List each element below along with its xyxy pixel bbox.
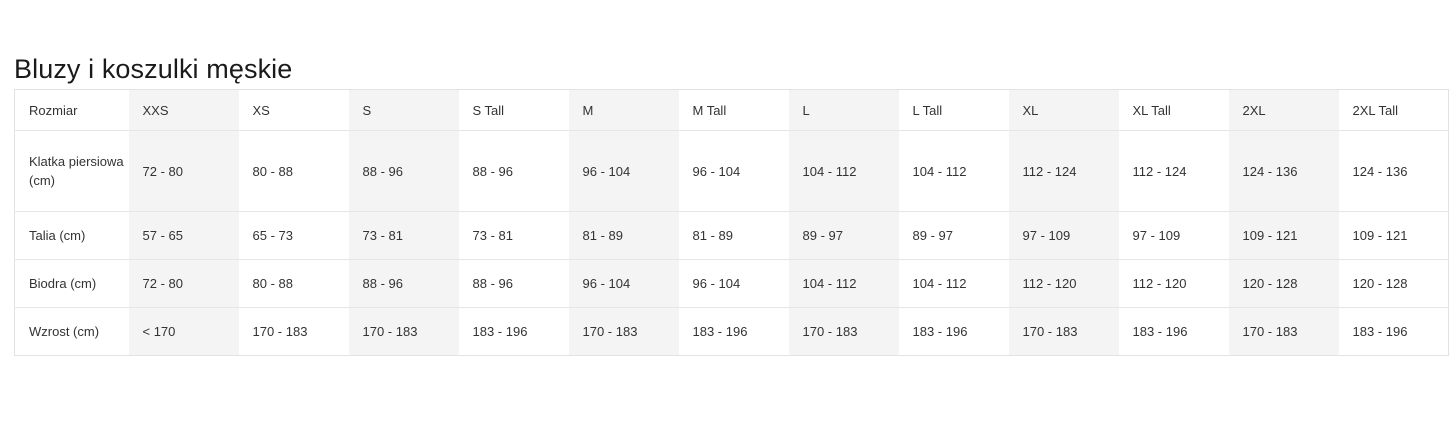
measurement-cell: 81 - 89 (568, 211, 679, 260)
measurement-cell: 170 - 183 (1008, 307, 1119, 356)
table-body: Klatka piersiowa (cm) 72 - 80 80 - 88 88 - … (14, 130, 1449, 356)
measurement-cell: 96 - 104 (568, 259, 679, 308)
measurement-cell: 57 - 65 (128, 211, 239, 260)
measurement-cell: 183 - 196 (678, 307, 789, 356)
measurement-cell: 88 - 96 (458, 259, 569, 308)
measurement-cell: 80 - 88 (238, 259, 349, 308)
measurement-cell: 89 - 97 (898, 211, 1009, 260)
measurement-cell: 104 - 112 (788, 130, 899, 212)
measurement-cell: 124 - 136 (1228, 130, 1339, 212)
column-header-size: XL Tall (1118, 89, 1229, 131)
measurement-cell: 88 - 96 (348, 130, 459, 212)
row-header-label: Biodra (cm) (14, 259, 129, 308)
measurement-cell: 89 - 97 (788, 211, 899, 260)
column-header-size: L Tall (898, 89, 1009, 131)
column-header-size: XL (1008, 89, 1119, 131)
measurement-cell: 88 - 96 (458, 130, 569, 212)
measurement-cell: 170 - 183 (348, 307, 459, 356)
table-row: Klatka piersiowa (cm) 72 - 80 80 - 88 88 - … (14, 130, 1449, 212)
table-row: Biodra (cm) 72 - 80 80 - 88 88 - 96 88 - 96 9… (14, 259, 1449, 308)
row-header-label: Wzrost (cm) (14, 307, 129, 356)
column-header-size: 2XL Tall (1338, 89, 1449, 131)
size-chart-table: Rozmiar XXS XS S S Tall M M Tall L L Tall XL XL Ta… (14, 89, 1449, 356)
measurement-cell: 73 - 81 (458, 211, 569, 260)
measurement-cell: 112 - 120 (1118, 259, 1229, 308)
measurement-cell: 97 - 109 (1008, 211, 1119, 260)
table-header: Rozmiar XXS XS S S Tall M M Tall L L Tall XL XL Ta… (14, 89, 1449, 131)
row-header-label: Klatka piersiowa (cm) (14, 130, 129, 212)
column-header-size: S Tall (458, 89, 569, 131)
measurement-cell: 104 - 112 (898, 259, 1009, 308)
measurement-cell: 65 - 73 (238, 211, 349, 260)
column-header-size: S (348, 89, 459, 131)
measurement-cell: 170 - 183 (568, 307, 679, 356)
size-table-container: Rozmiar XXS XS S S Tall M M Tall L L Tall XL XL Ta… (14, 89, 1449, 356)
column-header-size: M Tall (678, 89, 789, 131)
measurement-cell: 109 - 121 (1338, 211, 1449, 260)
measurement-cell: 112 - 124 (1118, 130, 1229, 212)
measurement-cell: 112 - 120 (1008, 259, 1119, 308)
column-header-size: XS (238, 89, 349, 131)
page-title: Bluzy i koszulki męskie (14, 54, 293, 85)
measurement-cell: 183 - 196 (1338, 307, 1449, 356)
table-row: Talia (cm) 57 - 65 65 - 73 73 - 81 73 - 81 81… (14, 211, 1449, 260)
measurement-cell: 183 - 196 (458, 307, 569, 356)
column-header-size: XXS (128, 89, 239, 131)
measurement-cell: 170 - 183 (1228, 307, 1339, 356)
measurement-cell: 72 - 80 (128, 130, 239, 212)
measurement-cell: 97 - 109 (1118, 211, 1229, 260)
measurement-cell: 170 - 183 (238, 307, 349, 356)
measurement-cell: 73 - 81 (348, 211, 459, 260)
measurement-cell: 120 - 128 (1338, 259, 1449, 308)
measurement-cell: < 170 (128, 307, 239, 356)
measurement-cell: 109 - 121 (1228, 211, 1339, 260)
column-header-measure: Rozmiar (14, 89, 129, 131)
column-header-size: L (788, 89, 899, 131)
measurement-cell: 104 - 112 (898, 130, 1009, 212)
column-header-size: 2XL (1228, 89, 1339, 131)
measurement-cell: 96 - 104 (568, 130, 679, 212)
measurement-cell: 88 - 96 (348, 259, 459, 308)
row-header-label: Talia (cm) (14, 211, 129, 260)
measurement-cell: 80 - 88 (238, 130, 349, 212)
measurement-cell: 183 - 196 (1118, 307, 1229, 356)
table-row: Wzrost (cm) < 170 170 - 183 170 - 183 183 - … (14, 307, 1449, 356)
measurement-cell: 112 - 124 (1008, 130, 1119, 212)
column-header-size: M (568, 89, 679, 131)
measurement-cell: 170 - 183 (788, 307, 899, 356)
measurement-cell: 124 - 136 (1338, 130, 1449, 212)
measurement-cell: 183 - 196 (898, 307, 1009, 356)
measurement-cell: 104 - 112 (788, 259, 899, 308)
measurement-cell: 96 - 104 (678, 130, 789, 212)
table-header-row: Rozmiar XXS XS S S Tall M M Tall L L Tall XL XL Ta… (14, 89, 1449, 131)
measurement-cell: 120 - 128 (1228, 259, 1339, 308)
measurement-cell: 81 - 89 (678, 211, 789, 260)
measurement-cell: 96 - 104 (678, 259, 789, 308)
measurement-cell: 72 - 80 (128, 259, 239, 308)
